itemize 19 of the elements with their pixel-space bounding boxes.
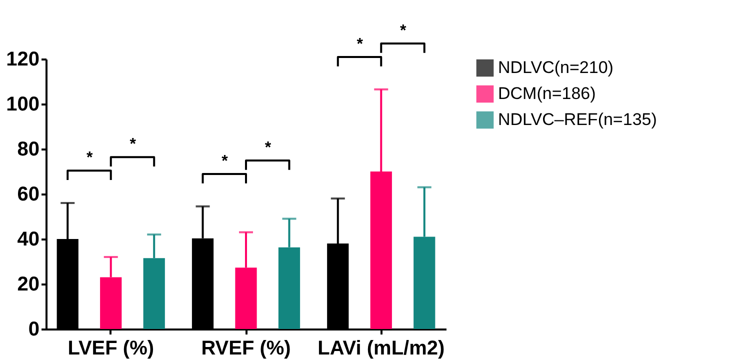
annotation: * (264, 139, 272, 156)
y-tick-label: 120 (6, 48, 40, 70)
x-tick-label: LAVi (mL/m2) (318, 338, 445, 360)
x-tick-label: RVEF (%) (201, 338, 291, 360)
y-tick-label: 40 (17, 228, 40, 250)
legend-label: NDLVC(n=210) (498, 58, 614, 77)
text: * (356, 36, 364, 53)
x-tick-label: LVEF (%) (68, 338, 154, 360)
annotation: * (222, 152, 229, 170)
annotation: * (130, 136, 137, 154)
annotation: * (86, 150, 94, 167)
y-tick-label: 80 (17, 138, 40, 160)
y-tick-label: 60 (17, 184, 40, 206)
text: * (400, 22, 408, 40)
y-tick-label: 20 (17, 274, 40, 296)
legend-label: DCM(n=186) (498, 84, 596, 103)
y-tick-label: 100 (6, 94, 40, 116)
legend-label: NDLVC–REF(n=135) (498, 110, 657, 129)
y-tick-label: 0 (28, 318, 40, 340)
